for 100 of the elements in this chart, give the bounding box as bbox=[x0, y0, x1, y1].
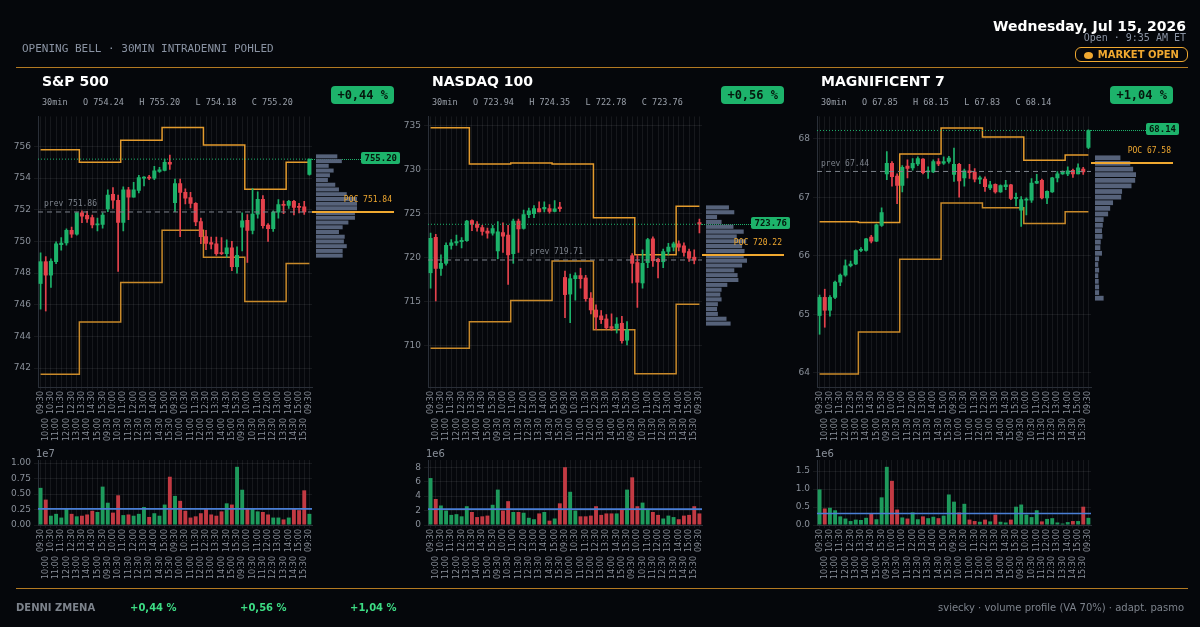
x-tick-label: 12:00 bbox=[585, 556, 595, 580]
bar bbox=[542, 512, 547, 525]
x-tick-label: 09:30 bbox=[237, 556, 247, 580]
bar bbox=[972, 521, 977, 525]
x-tick-label: 14:30 bbox=[1067, 418, 1077, 442]
bar bbox=[630, 477, 635, 525]
x-tick-label: 14:00 bbox=[673, 529, 683, 553]
x-tick-label: 13:00 bbox=[850, 418, 860, 442]
x-tick-label: 11:30 bbox=[56, 391, 66, 415]
chart-subtitle: 30min O 67.85 H 68.15 L 67.83 C 68.14 bbox=[821, 97, 1052, 107]
x-tick-label: 13:00 bbox=[596, 418, 606, 442]
x-tick-label: 12:30 bbox=[201, 391, 211, 415]
x-tick-label: 09:30 bbox=[304, 391, 314, 415]
bar bbox=[316, 253, 343, 258]
x-tick-label: 12:30 bbox=[66, 529, 76, 553]
bar bbox=[316, 173, 330, 178]
x-tick-label: 11:00 bbox=[118, 529, 128, 553]
x-tick-label: 15:00 bbox=[92, 418, 102, 442]
x-tick-label: 09:30 bbox=[627, 418, 637, 442]
bar bbox=[286, 517, 291, 525]
x-tick-label: 10:30 bbox=[46, 391, 55, 415]
x-tick-label: 11:00 bbox=[964, 418, 974, 442]
bar bbox=[316, 206, 357, 211]
x-tick-label: 10:00 bbox=[498, 529, 508, 553]
chart-title: S&P 500 bbox=[42, 73, 109, 89]
x-tick-label: 13:30 bbox=[668, 556, 678, 580]
x-tick-label: 11:00 bbox=[1031, 529, 1041, 553]
bar bbox=[962, 503, 967, 525]
bar bbox=[255, 511, 260, 525]
bar bbox=[625, 489, 629, 525]
x-tick-label: 12:30 bbox=[66, 391, 76, 415]
y-tick-label: 65 bbox=[798, 308, 810, 319]
x-tick-label: 12:00 bbox=[61, 418, 71, 442]
x-tick-label: 12:00 bbox=[195, 418, 205, 442]
x-tick-label: 12:30 bbox=[268, 418, 278, 442]
bar bbox=[224, 503, 229, 525]
x-tick-label: 10:30 bbox=[436, 391, 445, 415]
x-tick-label: 15:00 bbox=[226, 556, 236, 580]
x-tick-label: 10:00 bbox=[632, 391, 642, 415]
x-tick-label: 10:30 bbox=[892, 418, 902, 442]
x-tick-label: 12:00 bbox=[61, 556, 71, 580]
y-tick-label: 744 bbox=[13, 330, 32, 341]
x-tick-label: 14:30 bbox=[678, 556, 688, 580]
x-tick-label: 13:00 bbox=[139, 529, 149, 553]
x-tick-label: 15:00 bbox=[159, 391, 169, 415]
x-tick-label: 14:00 bbox=[928, 391, 938, 415]
y-tick-label: 0.0 bbox=[795, 519, 811, 530]
x-tick-label: 15:30 bbox=[554, 556, 564, 580]
bar bbox=[1070, 521, 1075, 525]
x-tick-label: 11:00 bbox=[185, 556, 195, 580]
text: +0,56 % bbox=[721, 86, 784, 104]
x-tick-label: 14:00 bbox=[539, 529, 549, 553]
x-tick-label: 11:00 bbox=[441, 556, 451, 580]
x-tick-label: 13:30 bbox=[856, 391, 866, 415]
x-tick-label: 14:00 bbox=[216, 556, 226, 580]
x-tick-label: 09:30 bbox=[170, 529, 180, 553]
y-axis-title: 1e6 bbox=[815, 447, 834, 459]
text: +1,04 % bbox=[350, 602, 397, 613]
x-tick-label: 09:30 bbox=[1016, 556, 1026, 580]
x-tick-label: 11:00 bbox=[830, 418, 840, 442]
x-tick-label: 10:30 bbox=[113, 418, 123, 442]
x-tick-label: 12:00 bbox=[653, 391, 663, 415]
x-tick-label: 13:30 bbox=[278, 418, 288, 442]
x-tick-label: 09:30 bbox=[694, 391, 704, 415]
x-tick-label: 15:00 bbox=[482, 556, 492, 580]
x-tick-label: 13:30 bbox=[990, 529, 1000, 553]
x-tick-label: 09:30 bbox=[814, 529, 824, 553]
x-tick-label: 15:00 bbox=[938, 529, 948, 553]
x-tick-label: 15:30 bbox=[232, 391, 242, 415]
x-tick-label: 09:30 bbox=[492, 418, 502, 442]
y-tick-label: 746 bbox=[13, 299, 32, 310]
x-tick-label: 13:00 bbox=[273, 391, 283, 415]
x-tick-label: 14:00 bbox=[861, 556, 871, 580]
x-tick-label: 13:00 bbox=[850, 556, 860, 580]
text: Open · 9:35 AM ET bbox=[1083, 32, 1186, 43]
x-tick-label: 14:30 bbox=[288, 418, 298, 442]
x-tick-label: 11:30 bbox=[1036, 418, 1046, 442]
x-tick-label: 11:30 bbox=[580, 529, 590, 553]
x-tick-label: 10:00 bbox=[954, 418, 964, 442]
bar bbox=[1039, 521, 1044, 525]
x-tick-label: 14:30 bbox=[87, 529, 97, 553]
ref-line-label: POC 67.58 bbox=[1127, 146, 1171, 156]
x-tick-label: 11:00 bbox=[252, 391, 262, 415]
x-tick-label: 13:00 bbox=[1052, 529, 1062, 553]
bar bbox=[74, 516, 79, 525]
x-tick-label: 12:00 bbox=[263, 529, 273, 553]
x-tick-label: 15:30 bbox=[97, 529, 107, 553]
y-tick-label: 6 bbox=[415, 476, 422, 487]
bar bbox=[316, 234, 345, 239]
x-tick-label: 12:30 bbox=[845, 529, 855, 553]
x-tick-label: 13:00 bbox=[663, 529, 673, 553]
x-tick-label: 14:00 bbox=[673, 391, 683, 415]
x-tick-label: 12:00 bbox=[518, 529, 528, 553]
x-tick-label: 15:30 bbox=[876, 529, 886, 553]
x-tick-label: 10:30 bbox=[1026, 556, 1036, 580]
x-tick-label: 10:30 bbox=[436, 529, 445, 553]
bar bbox=[1081, 506, 1086, 525]
x-tick-label: 12:30 bbox=[912, 418, 922, 442]
x-tick-label: 13:00 bbox=[71, 556, 81, 580]
x-tick-label: 10:00 bbox=[498, 391, 508, 415]
